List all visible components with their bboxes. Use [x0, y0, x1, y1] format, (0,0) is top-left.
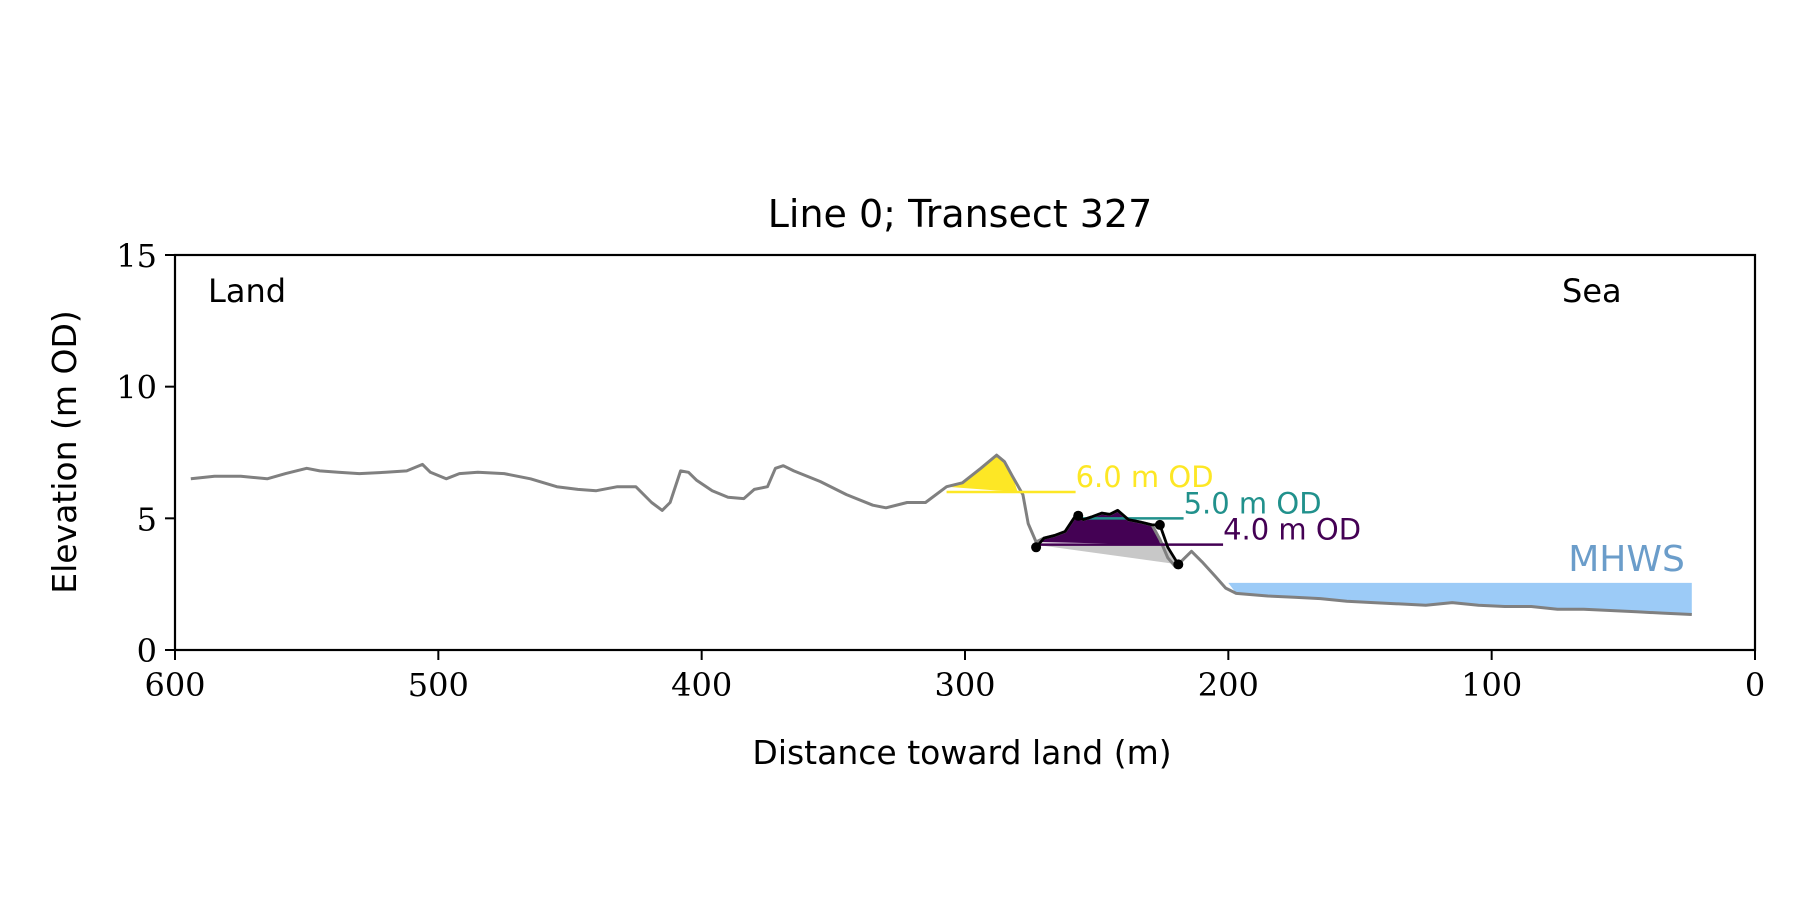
- tick-layer: 600 500 400 300 200 100 0 0 5 10 15: [116, 237, 1765, 704]
- reference-label-6-0-m-od: 6.0 m OD: [1076, 460, 1214, 494]
- x-tick-label: 600: [144, 666, 205, 704]
- annotation-land: Land: [208, 272, 286, 310]
- segment-point: [1173, 559, 1184, 570]
- annotation-sea: Sea: [1562, 272, 1622, 310]
- y-tick-label: 15: [116, 237, 157, 275]
- chart-title: Line 0; Transect 327: [768, 192, 1153, 236]
- fill-4m-od: [1036, 510, 1166, 545]
- y-tick-label: 0: [137, 632, 157, 670]
- segment-point: [1073, 510, 1084, 521]
- x-tick-label: 0: [1745, 666, 1765, 704]
- reference-label-5-0-m-od: 5.0 m OD: [1184, 486, 1322, 520]
- mhws-band: [1228, 582, 1692, 615]
- segment-point: [1154, 519, 1165, 530]
- x-tick-label: 200: [1198, 666, 1259, 704]
- x-tick-label: 100: [1461, 666, 1522, 704]
- y-tick-label: 5: [137, 500, 157, 538]
- y-axis-label: Elevation (m OD): [45, 310, 84, 594]
- reference-label-4-0-m-od: 4.0 m OD: [1223, 513, 1361, 547]
- x-tick-label: 500: [408, 666, 469, 704]
- grey-wedge-fill: [1036, 544, 1179, 565]
- x-axis-label: Distance toward land (m): [752, 733, 1171, 772]
- plot-area: 6.0 m OD5.0 m OD4.0 m OD MHWS: [190, 453, 1692, 616]
- x-tick-label: 400: [671, 666, 732, 704]
- plot-frame: [173, 253, 1757, 652]
- profile-line: [190, 453, 1692, 616]
- segment-point: [1031, 542, 1042, 553]
- x-tick-label: 300: [934, 666, 995, 704]
- y-tick-label: 10: [116, 369, 157, 407]
- mhws-label: MHWS: [1568, 539, 1685, 580]
